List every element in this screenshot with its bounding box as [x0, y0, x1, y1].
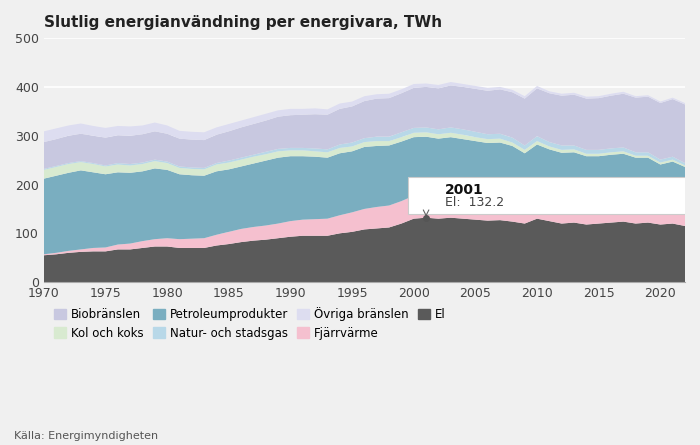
Text: 2001: 2001	[444, 183, 483, 197]
Legend: Biobränslen, Kol och koks, Petroleumprodukter, Natur- och stadsgas, Övriga bräns: Biobränslen, Kol och koks, Petroleumprod…	[50, 302, 450, 344]
FancyBboxPatch shape	[407, 177, 700, 214]
Text: El:  132.2: El: 132.2	[444, 196, 504, 209]
Text: Källa: Energimyndigheten: Källa: Energimyndigheten	[14, 431, 158, 441]
Text: Slutlig energianvändning per energivara, TWh: Slutlig energianvändning per energivara,…	[44, 15, 442, 30]
